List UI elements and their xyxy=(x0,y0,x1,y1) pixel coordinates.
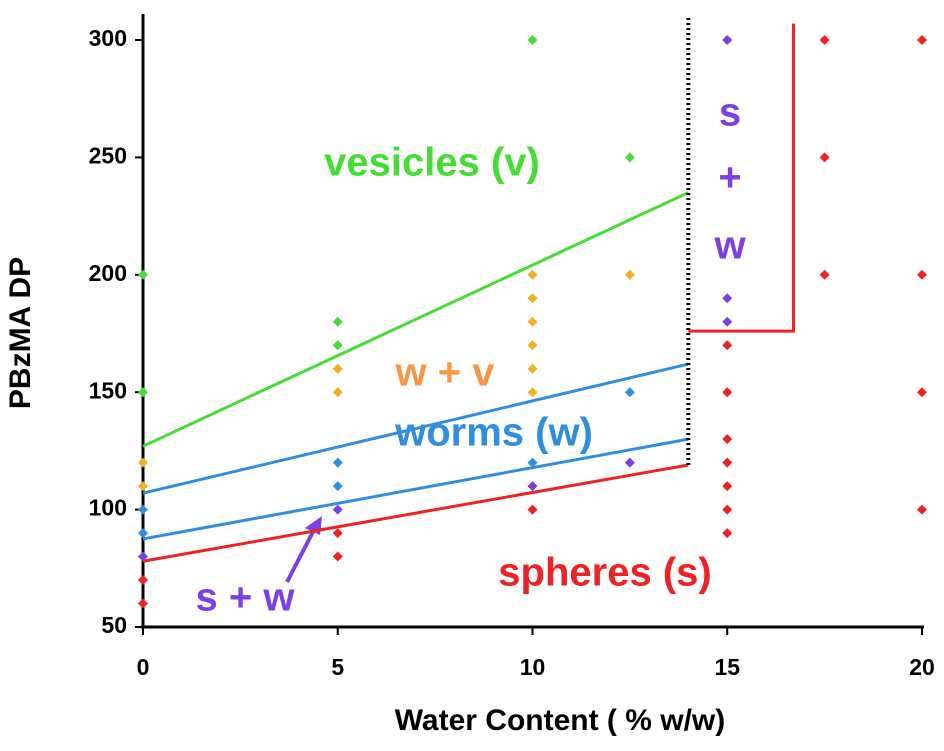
y-tick-label: 150 xyxy=(89,377,127,403)
point xyxy=(332,387,343,398)
y-tick-label: 100 xyxy=(89,495,127,521)
point xyxy=(332,316,343,327)
point xyxy=(722,528,733,539)
point xyxy=(527,316,538,327)
point xyxy=(624,269,635,280)
point xyxy=(332,481,343,492)
annotation: w + v xyxy=(395,351,496,395)
point xyxy=(332,363,343,374)
point xyxy=(138,387,148,398)
point xyxy=(527,504,538,515)
point xyxy=(624,457,635,468)
point xyxy=(722,35,733,45)
point xyxy=(332,528,343,539)
point xyxy=(527,340,538,351)
boundary-line xyxy=(688,23,795,333)
point xyxy=(527,457,538,468)
boundary-line xyxy=(142,362,689,495)
point xyxy=(527,293,538,304)
point xyxy=(722,387,733,398)
annotation: vesicles (v) xyxy=(324,141,540,185)
point xyxy=(138,269,148,280)
point xyxy=(819,35,830,45)
boundary-line xyxy=(142,191,689,448)
point xyxy=(138,457,148,468)
y-tick-label: 50 xyxy=(101,612,127,638)
point xyxy=(819,269,830,280)
y-tick-label: 250 xyxy=(89,142,127,168)
point xyxy=(722,340,733,351)
point xyxy=(332,504,343,515)
point xyxy=(917,504,927,515)
point xyxy=(332,457,343,468)
annotation: s xyxy=(719,91,741,135)
point xyxy=(138,575,148,586)
point xyxy=(722,481,733,492)
annotation: + xyxy=(718,156,741,200)
annotation: worms (w) xyxy=(394,411,593,455)
y-tick-label: 300 xyxy=(89,25,127,51)
point xyxy=(527,363,538,374)
point xyxy=(917,387,927,398)
point xyxy=(917,35,927,45)
point xyxy=(722,434,733,445)
point xyxy=(624,152,635,163)
point xyxy=(917,269,927,280)
point xyxy=(138,598,148,609)
point xyxy=(138,528,148,539)
point xyxy=(138,481,148,492)
point xyxy=(624,387,635,398)
point xyxy=(332,340,343,351)
x-tick-label: 15 xyxy=(714,654,740,680)
x-tick-label: 0 xyxy=(137,654,150,680)
point xyxy=(527,387,538,398)
point xyxy=(527,35,538,45)
annotation: w xyxy=(713,224,746,268)
y-tick-label: 200 xyxy=(89,260,127,286)
point xyxy=(138,551,148,562)
x-tick-label: 10 xyxy=(520,654,546,680)
point xyxy=(819,152,830,163)
x-tick-label: 5 xyxy=(331,654,344,680)
point xyxy=(722,316,733,327)
point xyxy=(527,481,538,492)
arrow xyxy=(285,525,318,583)
x-axis-title: Water Content ( % w/w) xyxy=(395,704,726,737)
y-axis-title: PBzMA DP xyxy=(4,257,37,409)
boundary-line xyxy=(142,463,689,563)
point xyxy=(527,269,538,280)
point xyxy=(332,551,343,562)
point xyxy=(722,504,733,515)
point xyxy=(722,293,733,304)
annotation: spheres (s) xyxy=(498,551,711,595)
point xyxy=(138,504,148,515)
boundary-line xyxy=(142,437,689,541)
point xyxy=(722,457,733,468)
annotation: s + w xyxy=(196,576,296,620)
x-tick-label: 20 xyxy=(909,654,935,680)
